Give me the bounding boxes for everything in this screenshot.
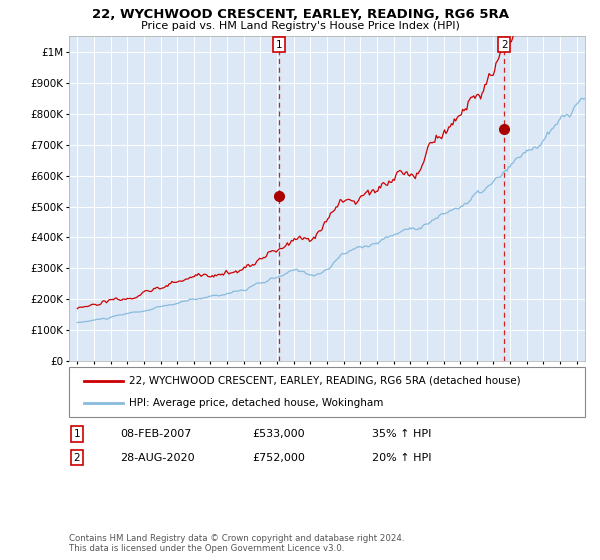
- Text: 2: 2: [73, 452, 80, 463]
- Text: £752,000: £752,000: [252, 452, 305, 463]
- Text: HPI: Average price, detached house, Wokingham: HPI: Average price, detached house, Woki…: [129, 398, 383, 408]
- Text: £533,000: £533,000: [252, 429, 305, 439]
- Text: 2: 2: [501, 40, 508, 49]
- Text: Contains HM Land Registry data © Crown copyright and database right 2024.
This d: Contains HM Land Registry data © Crown c…: [69, 534, 404, 553]
- Text: 28-AUG-2020: 28-AUG-2020: [120, 452, 194, 463]
- Text: 08-FEB-2007: 08-FEB-2007: [120, 429, 191, 439]
- Text: 35% ↑ HPI: 35% ↑ HPI: [372, 429, 431, 439]
- Text: 1: 1: [275, 40, 282, 49]
- Text: 20% ↑ HPI: 20% ↑ HPI: [372, 452, 431, 463]
- Text: 1: 1: [73, 429, 80, 439]
- Text: 22, WYCHWOOD CRESCENT, EARLEY, READING, RG6 5RA: 22, WYCHWOOD CRESCENT, EARLEY, READING, …: [91, 8, 509, 21]
- Text: 22, WYCHWOOD CRESCENT, EARLEY, READING, RG6 5RA (detached house): 22, WYCHWOOD CRESCENT, EARLEY, READING, …: [129, 376, 521, 386]
- Text: Price paid vs. HM Land Registry's House Price Index (HPI): Price paid vs. HM Land Registry's House …: [140, 21, 460, 31]
